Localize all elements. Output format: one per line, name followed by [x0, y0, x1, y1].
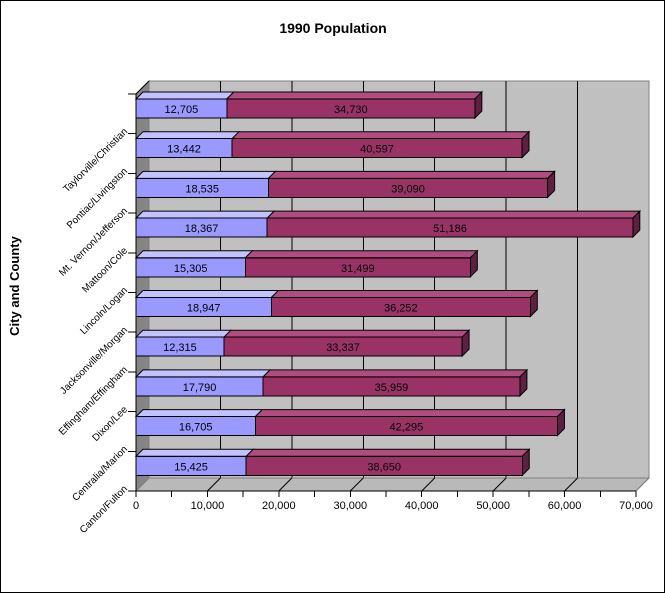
floor-right-edge [635, 477, 650, 492]
bar-top-face-series1 [134, 170, 277, 179]
bar-value-label: 39,090 [391, 183, 425, 195]
bar-value-label: 34,730 [334, 104, 368, 116]
bar-value-label: 51,186 [433, 223, 467, 235]
bar-value-label: 40,597 [360, 144, 394, 156]
floor-gridline [564, 477, 578, 492]
bar-value-label: 42,295 [390, 422, 424, 434]
bar-top-face-series1 [134, 131, 241, 140]
bar-segment-series2 [262, 376, 521, 397]
floor [134, 477, 651, 492]
x-tick-label: 20,000 [262, 500, 296, 512]
category-label: Effingham/Effingham [57, 365, 130, 438]
category-label: Mt. Vernon/Jefferson [57, 206, 130, 279]
bar-top-face-series2 [230, 131, 531, 140]
bar-value-label: 17,790 [183, 382, 217, 394]
bar-top-face-series2 [222, 329, 471, 338]
bar-value-label: 12,705 [165, 104, 199, 116]
bar-top-face-series2 [265, 210, 642, 219]
x-tick-label: 70,000 [619, 500, 653, 512]
bar-top-face-series1 [134, 369, 272, 378]
wall-corner-edge [135, 80, 150, 95]
bar-segment-series2 [254, 416, 558, 437]
bar-segment-series2 [245, 455, 523, 476]
bar-value-label: 36,252 [384, 303, 418, 315]
bar-value-label: 16,705 [179, 422, 213, 434]
category-label: Dixon/Lee [91, 404, 131, 444]
category-label: Jacksonville/Morgan [58, 325, 130, 397]
category-label: Taylorville/Christian [61, 126, 130, 195]
bar-value-label: 15,425 [174, 461, 208, 473]
bar-top-face-series2 [225, 91, 484, 100]
bar-top-face-series1 [134, 91, 235, 100]
bar-value-label: 38,650 [367, 461, 401, 473]
floor-gridline [349, 477, 364, 492]
bar-top-face-series2 [267, 170, 556, 179]
plot-3d: 0 10,000 20,000 30,000 40,000 50,000 60,000 70,… [57, 79, 653, 536]
bar-segment-series2 [226, 98, 476, 119]
bar-top-face-series1 [134, 210, 276, 219]
x-tick-label: 50,000 [476, 500, 510, 512]
chart-title: 1990 Population [279, 20, 386, 36]
x-tick-label: 30,000 [333, 500, 367, 512]
bar-top-face-series2 [261, 369, 529, 378]
bar-top-face-series2 [270, 290, 539, 298]
bar-top-face-series1 [134, 448, 255, 457]
bar-value-label: 12,315 [163, 342, 197, 354]
y-axis-title: City and County [7, 235, 22, 335]
bar-value-label: 18,367 [185, 223, 219, 235]
floor-gridline [492, 477, 507, 492]
bar-top-face-series2 [254, 409, 566, 418]
bar-value-label: 13,442 [167, 144, 201, 156]
bar-top-face-series2 [244, 448, 531, 457]
x-tick-label: 40,000 [405, 500, 439, 512]
floor-gridline [278, 477, 293, 492]
bar-segment-series2 [223, 336, 463, 357]
x-tick-label: 60,000 [548, 500, 582, 512]
bar-value-label: 35,959 [375, 382, 409, 394]
floor-gridline [421, 477, 436, 492]
bar-value-label: 15,305 [174, 263, 208, 275]
bar-value-label: 18,535 [185, 183, 219, 195]
bar-top-face-series1 [134, 329, 233, 338]
bar-segment-series2 [244, 257, 471, 278]
bar-segment-series2 [231, 138, 523, 159]
bar-segment-series2 [267, 177, 549, 198]
bar-segment-series2 [266, 217, 634, 238]
bar-top-face-series2 [244, 250, 479, 259]
x-tick-label: 10,000 [191, 500, 225, 512]
bar-value-label: 18,947 [187, 303, 221, 315]
bar-segment-series2 [270, 297, 531, 317]
x-tick-label: 0 [133, 500, 139, 512]
bar-top-face-series1 [134, 290, 280, 298]
bar-top-face-series1 [134, 409, 264, 418]
bar-top-face-series1 [134, 250, 254, 259]
bar-value-label: 31,499 [341, 263, 375, 275]
bar-value-label: 33,337 [326, 342, 360, 354]
floor-gridline [207, 477, 221, 492]
